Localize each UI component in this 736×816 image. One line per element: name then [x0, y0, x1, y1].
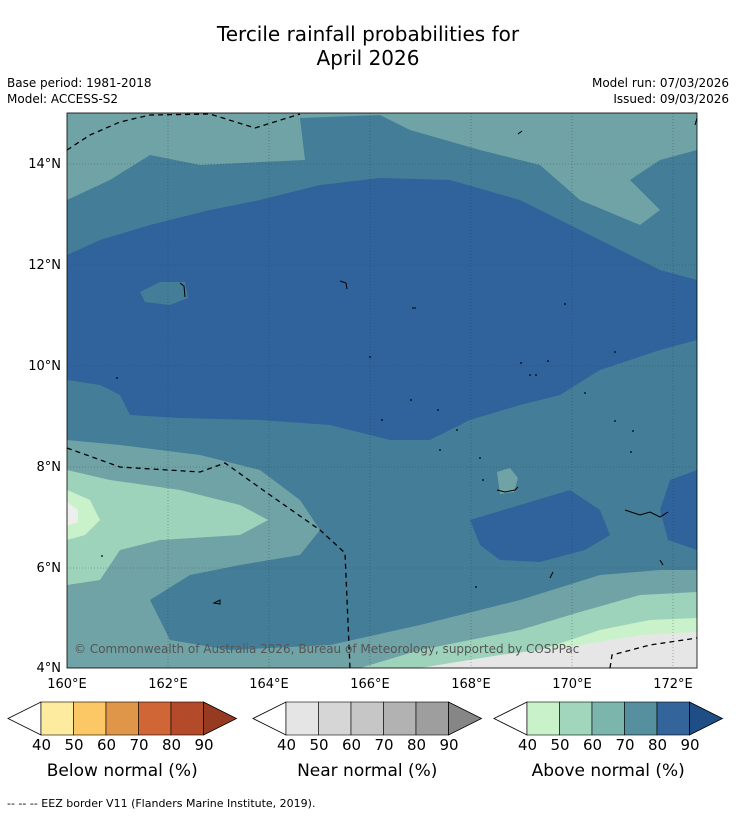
- copyright-notice: © Commonwealth of Australia 2026, Bureau…: [74, 642, 579, 656]
- prob-region-90-east: [660, 470, 697, 550]
- legend-tick-label: 50: [309, 736, 329, 754]
- prob-region-70-island: [497, 468, 518, 494]
- prob-region-60-south: [67, 470, 268, 585]
- prob-region-70-south: [67, 440, 697, 668]
- lon-tick: 170°E: [552, 677, 592, 692]
- legend-tick-label: 60: [97, 736, 117, 754]
- legend-swatch: [73, 701, 107, 736]
- legend-colorbar: [7, 701, 238, 736]
- legend-tick-label: 40: [32, 736, 52, 754]
- legend-tick-label: 90: [194, 736, 214, 754]
- prob-region-80-island: [140, 282, 188, 305]
- lon-tick: 164°E: [249, 677, 289, 692]
- meta-left: Base period: 1981-2018 Model: ACCESS-S2: [7, 75, 152, 107]
- map-panel: © Commonwealth of Australia 2026, Bureau…: [67, 113, 697, 668]
- legend-tick-label: 90: [439, 736, 459, 754]
- legend-title: Below normal (%): [46, 761, 198, 781]
- near-normal-region: [420, 632, 697, 668]
- legend-title: Above normal (%): [531, 761, 685, 781]
- issued-date: Issued: 09/03/2026: [613, 92, 729, 106]
- legend-low-arrow: [493, 701, 528, 736]
- legend-swatch: [415, 701, 449, 736]
- legend-swatch: [350, 701, 384, 736]
- legend-low-arrow: [7, 701, 42, 736]
- legend-swatch: [591, 701, 625, 736]
- legend-swatch: [40, 701, 74, 736]
- legend-tick-label: 80: [648, 736, 668, 754]
- lat-tick: 14°N: [28, 157, 61, 172]
- legend-tick-label: 60: [342, 736, 362, 754]
- prob-region-90-central: [67, 178, 697, 440]
- lon-tick: 162°E: [148, 677, 188, 692]
- eez-footnote: -- -- -- EEZ border V11 (Flanders Marine…: [7, 797, 316, 810]
- near-normal-west: [67, 502, 78, 526]
- lat-tick: 4°N: [37, 661, 62, 676]
- prob-region-90-southeast: [470, 490, 610, 562]
- model-run: Model run: 07/03/2026: [591, 76, 729, 90]
- legend-tick-label: 70: [615, 736, 635, 754]
- legend-tick-label: 50: [550, 736, 570, 754]
- lat-tick: 10°N: [28, 359, 61, 374]
- legend-swatch: [138, 701, 172, 736]
- lat-tick: 8°N: [37, 460, 62, 475]
- lat-axis: 4°N 6°N 8°N 10°N 12°N 14°N: [28, 157, 61, 676]
- legend-high-arrow: [203, 701, 238, 736]
- legend-swatch: [526, 701, 560, 736]
- legend-tick-label: 80: [162, 736, 182, 754]
- legend-swatch: [285, 701, 319, 736]
- legend-tick-label: 70: [374, 736, 394, 754]
- legend-tick-label: 70: [129, 736, 149, 754]
- legend-swatch: [105, 701, 139, 736]
- lon-axis: 160°E 162°E 164°E 166°E 168°E 170°E 172°…: [47, 677, 693, 692]
- legend-tick-label: 60: [583, 736, 603, 754]
- lon-tick: 168°E: [451, 677, 491, 692]
- lon-tick: 172°E: [653, 677, 693, 692]
- legend-tick-label: 40: [277, 736, 297, 754]
- legend-swatch: [624, 701, 658, 736]
- legend-swatch: [383, 701, 417, 736]
- model-name: Model: ACCESS-S2: [7, 92, 119, 106]
- legend-colorbar: [493, 701, 724, 736]
- legend-swatch: [170, 701, 204, 736]
- legend-swatch: [559, 701, 593, 736]
- prob-region-50-west: [67, 490, 100, 540]
- legend-tick-label: 50: [64, 736, 84, 754]
- title-line-2: April 2026: [316, 46, 420, 70]
- legend-low-arrow: [252, 701, 287, 736]
- eez-border: [67, 113, 697, 668]
- lon-tick: 166°E: [350, 677, 390, 692]
- legend-tick-label: 80: [407, 736, 427, 754]
- meta-right: Model run: 07/03/2026 Issued: 09/03/2026: [592, 75, 729, 107]
- atoll-dots: [101, 303, 634, 588]
- legend-title: Near normal (%): [297, 761, 438, 781]
- map-frame: [66, 112, 698, 669]
- map-title: Tercile rainfall probabilities for April…: [0, 22, 736, 70]
- legend-high-arrow: [689, 701, 724, 736]
- lon-tick: 160°E: [47, 677, 87, 692]
- islands: [179, 117, 697, 605]
- legend-swatch: [318, 701, 352, 736]
- legend-tick-label: 40: [518, 736, 538, 754]
- map-figure: © Commonwealth of Australia 2026, Bureau…: [28, 112, 698, 692]
- prob-region-70-north: [67, 113, 697, 225]
- graticule: [67, 113, 697, 668]
- legend-tick-label: 90: [680, 736, 700, 754]
- title-line-1: Tercile rainfall probabilities for: [216, 22, 520, 46]
- legend-high-arrow: [448, 701, 483, 736]
- lat-tick: 6°N: [37, 561, 62, 576]
- lat-tick: 12°N: [28, 258, 61, 273]
- legend-colorbar: [252, 701, 483, 736]
- legend-swatch: [656, 701, 690, 736]
- base-period: Base period: 1981-2018: [7, 76, 152, 90]
